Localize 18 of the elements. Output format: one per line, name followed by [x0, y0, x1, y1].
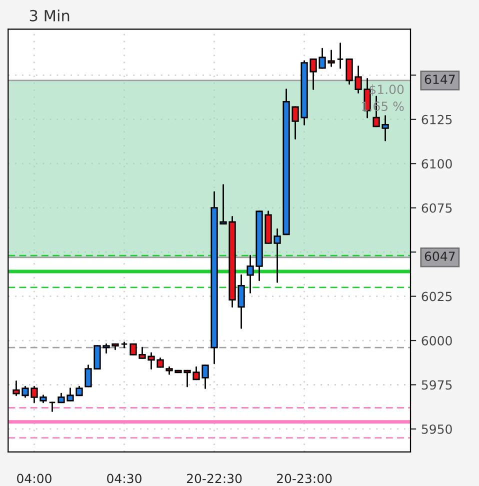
y-tick-label: 6000 — [422, 336, 452, 346]
y-tick-label: 6075 — [422, 203, 452, 213]
ref-line-label: 6147 — [424, 74, 455, 84]
y-tick-label: 6025 — [422, 292, 452, 302]
y-tick-label: 6125 — [422, 114, 452, 124]
chart-title: 3 Min — [30, 10, 70, 22]
ref-line-label: 6047 — [424, 252, 455, 262]
candlestick — [120, 342, 128, 348]
x-tick-label: 20-23:00 — [276, 474, 332, 484]
x-tick-label: 04:30 — [107, 474, 142, 484]
annotation: $1.00 — [370, 84, 404, 96]
y-tick-label: 5975 — [422, 380, 452, 390]
candlestick — [336, 42, 344, 69]
candlestick — [48, 402, 56, 412]
y-tick-label: 5950 — [422, 424, 452, 434]
x-tick-label: 20-22:30 — [186, 474, 242, 484]
y-tick-label: 6100 — [422, 159, 452, 169]
x-tick-label: 04:00 — [17, 474, 52, 484]
